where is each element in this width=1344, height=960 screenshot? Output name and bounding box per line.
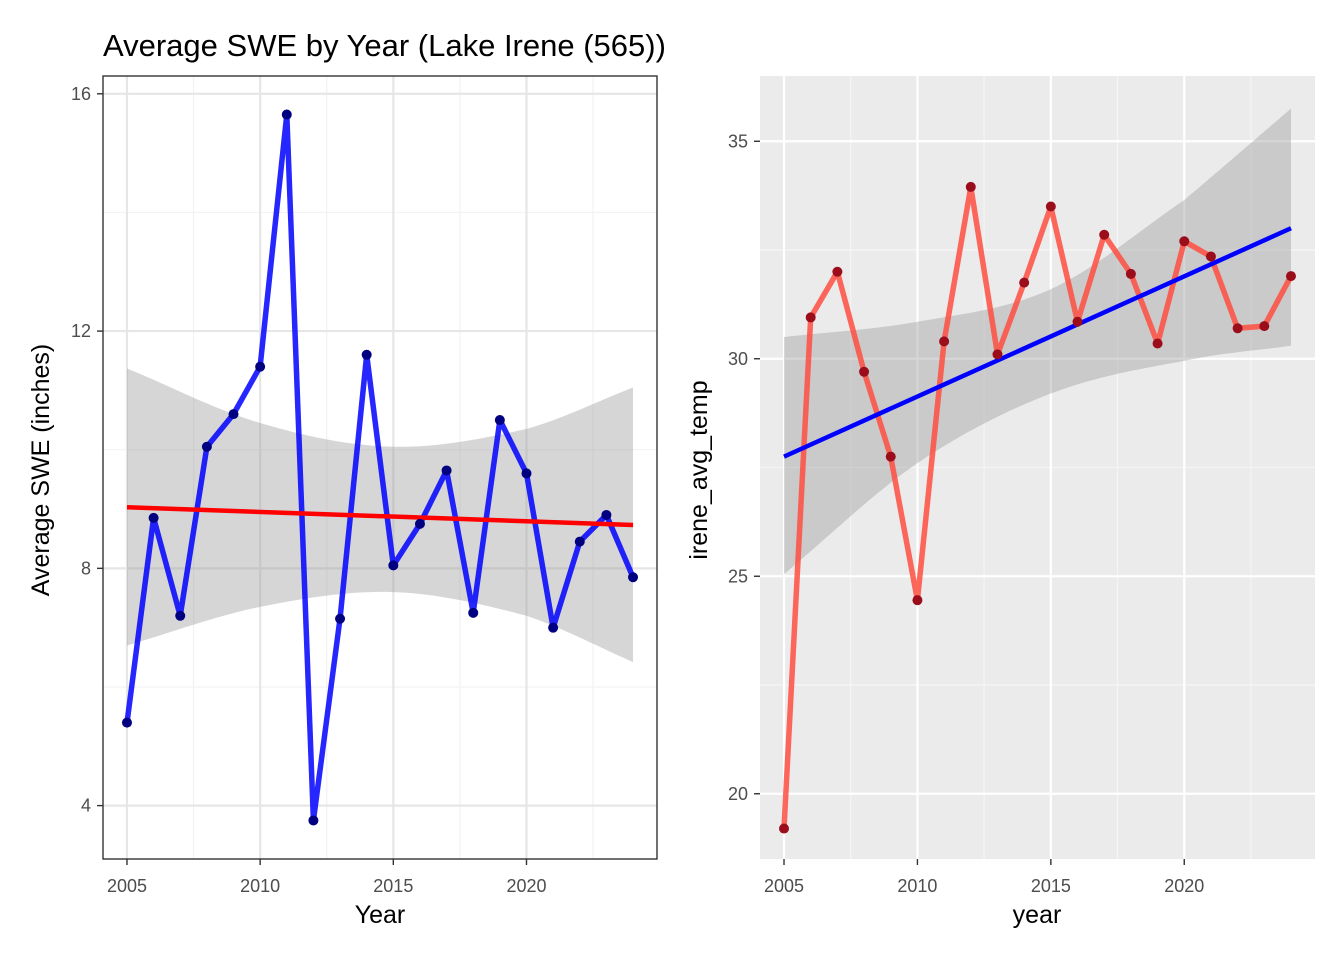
- data-point: [912, 595, 923, 606]
- data-point: [1099, 229, 1110, 240]
- data-point: [832, 266, 843, 277]
- data-point: [939, 336, 950, 347]
- data-point: [228, 409, 239, 420]
- data-point: [414, 518, 425, 529]
- data-line: [781, 184, 1294, 829]
- data-point: [1259, 321, 1270, 332]
- data-point: [1285, 271, 1296, 282]
- data-point: [255, 361, 266, 372]
- right-y-axis-title: irene_avg_temp: [685, 380, 713, 559]
- right-x-axis-title: year: [1013, 901, 1062, 929]
- data-point: [361, 349, 372, 360]
- y-tick-label: 16: [71, 84, 91, 104]
- data-point: [281, 109, 292, 120]
- data-point: [121, 717, 132, 728]
- data-point: [175, 610, 186, 621]
- x-tick-label: 2015: [373, 876, 413, 896]
- data-point: [521, 468, 532, 479]
- data-point: [494, 415, 505, 426]
- y-tick-label: 35: [728, 131, 748, 151]
- data-point: [574, 536, 585, 547]
- x-tick-label: 2020: [1164, 876, 1204, 896]
- data-point: [859, 366, 870, 377]
- data-point: [1205, 251, 1216, 262]
- data-point: [1072, 316, 1083, 327]
- data-point: [468, 607, 479, 618]
- left-y-axis-title: Average SWE (inches): [27, 344, 55, 596]
- data-point: [601, 509, 612, 520]
- data-point: [1152, 338, 1163, 349]
- data-point: [628, 572, 639, 583]
- data-point: [335, 613, 346, 624]
- data-point: [148, 512, 159, 523]
- left-x-axis-title: Year: [355, 901, 406, 929]
- data-point: [1179, 236, 1190, 247]
- data-point: [779, 823, 790, 834]
- data-point: [441, 465, 452, 476]
- x-tick-label: 2005: [107, 876, 147, 896]
- y-tick-label: 8: [81, 558, 91, 578]
- y-tick-label: 12: [71, 321, 91, 341]
- x-tick-label: 2020: [506, 876, 546, 896]
- x-tick-label: 2015: [1031, 876, 1071, 896]
- y-tick-label: 20: [728, 784, 748, 804]
- data-point: [548, 622, 559, 633]
- data-point: [992, 349, 1003, 360]
- y-tick-label: 30: [728, 349, 748, 369]
- x-tick-label: 2010: [240, 876, 280, 896]
- left-chart-panel: 2005 2010 2015 2020 4 8 12 16: [71, 75, 658, 896]
- y-tick-label: 4: [81, 796, 91, 816]
- data-point: [1232, 323, 1243, 334]
- trend-line: [783, 226, 1292, 459]
- x-tick-label: 2010: [897, 876, 937, 896]
- data-point: [805, 312, 816, 323]
- data-point: [885, 451, 896, 462]
- trend-line: [126, 504, 634, 528]
- data-line: [124, 111, 636, 824]
- data-point: [1045, 201, 1056, 212]
- data-point: [388, 560, 399, 571]
- data-point: [1019, 277, 1030, 288]
- data-point: [201, 441, 212, 452]
- data-point: [1125, 268, 1136, 279]
- y-tick-label: 25: [728, 566, 748, 586]
- data-point: [308, 815, 319, 826]
- data-point: [965, 181, 976, 192]
- x-tick-label: 2005: [764, 876, 804, 896]
- figure-title: Average SWE by Year (Lake Irene (565)): [103, 28, 666, 63]
- panel-border: [102, 75, 658, 860]
